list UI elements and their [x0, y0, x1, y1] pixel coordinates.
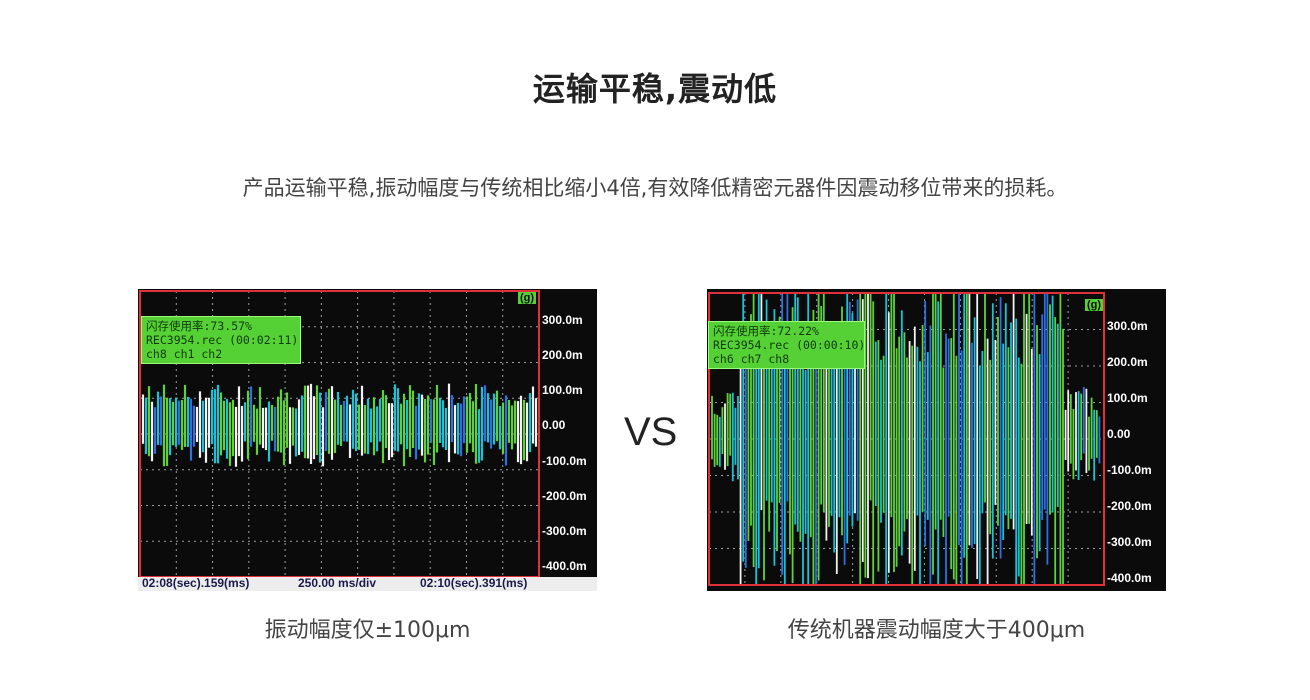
right-y-label-4: 0.00: [1107, 427, 1131, 441]
left-unit-badge: (g): [518, 292, 537, 304]
left-y-label-7: -300.0m: [542, 524, 587, 538]
left-time-scale: 250.00 ms/div: [298, 576, 377, 590]
right-info-line-3: ch6 ch7 ch8: [713, 352, 790, 366]
right-scope-screenshot: 闪存使用率:72.22% REC3954.rec (00:00:10) ch6 …: [707, 289, 1166, 591]
right-y-label-1: 300.0m: [1107, 319, 1148, 333]
left-y-label-2: 200.0m: [542, 348, 583, 362]
versus-label: VS: [624, 410, 678, 454]
right-y-label-5: -100.0m: [1107, 463, 1152, 477]
left-info-box: 闪存使用率:73.57% REC3954.rec (00:02:11) ch8 …: [141, 316, 301, 364]
right-y-label-2: 200.0m: [1107, 355, 1148, 369]
left-y-label-4: 0.00: [542, 418, 566, 432]
page-title: 运输平稳,震动低: [532, 70, 778, 108]
right-waveform: [708, 292, 1105, 586]
left-y-label-5: -100.0m: [542, 454, 587, 468]
right-y-label-6: -200.0m: [1107, 499, 1152, 513]
plot-frame: [708, 292, 1105, 586]
right-y-label-3: 100.0m: [1107, 391, 1148, 405]
right-info-line-1: 闪存使用率:72.22%: [713, 324, 819, 338]
left-time-start: 02:08(sec).159(ms): [142, 576, 250, 590]
right-info-line-2: REC3954.rec (00:00:10): [713, 338, 866, 352]
left-info-line-2: REC3954.rec (00:02:11): [146, 333, 299, 347]
trace-bars: [711, 294, 1101, 584]
page-subtitle: 产品运输平稳,振动幅度与传统相比缩小4倍,有效降低精密元器件因震动移位带来的损耗…: [242, 176, 1068, 200]
left-info-line-3: ch8 ch1 ch2: [146, 347, 223, 361]
left-y-label-8: -400.0m: [542, 559, 587, 573]
right-y-label-8: -400.0m: [1107, 571, 1152, 585]
trace-bars: [141, 383, 538, 467]
right-unit-badge: (g): [1085, 299, 1104, 311]
left-waveform: [139, 290, 540, 578]
left-y-label-1: 300.0m: [542, 313, 583, 327]
left-caption: 振动幅度仅±100μm: [264, 618, 471, 643]
right-caption: 传统机器震动幅度大于400μm: [787, 618, 1086, 643]
left-y-label-6: -200.0m: [542, 489, 587, 503]
right-info-box: 闪存使用率:72.22% REC3954.rec (00:00:10) ch6 …: [708, 321, 865, 369]
left-info-line-1: 闪存使用率:73.57%: [146, 319, 252, 333]
left-y-label-3: 100.0m: [542, 383, 583, 397]
left-time-bar: 02:08(sec).159(ms) 250.00 ms/div 02:10(s…: [138, 576, 597, 591]
left-time-end: 02:10(sec).391(ms): [420, 576, 528, 590]
left-scope-screenshot: 闪存使用率:73.57% REC3954.rec (00:02:11) ch8 …: [138, 289, 597, 591]
right-y-label-7: -300.0m: [1107, 535, 1152, 549]
